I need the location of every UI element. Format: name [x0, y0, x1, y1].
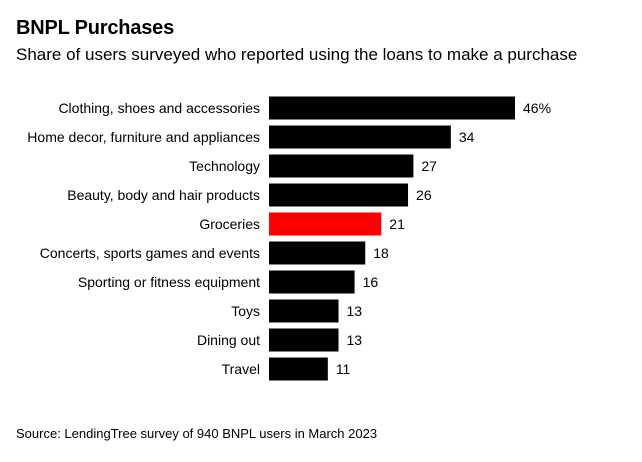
category-label-travel: Travel	[222, 361, 260, 377]
value-label-sporting-or-fitness-equipment: 16	[363, 274, 379, 290]
bar-clothing-shoes-and-accessories	[269, 96, 515, 120]
chart-subtitle: Share of users surveyed who reported usi…	[16, 45, 578, 64]
bar-groceries	[269, 212, 382, 236]
category-label-concerts-sports-games-and-events: Concerts, sports games and events	[40, 245, 260, 261]
bar-concerts-sports-games-and-events	[269, 241, 366, 265]
category-label-groceries: Groceries	[199, 216, 260, 232]
value-label-technology: 27	[421, 158, 437, 174]
value-label-toys: 13	[347, 303, 363, 319]
bar-beauty-body-and-hair-products	[269, 183, 409, 207]
category-label-clothing-shoes-and-accessories: Clothing, shoes and accessories	[58, 100, 260, 116]
category-label-toys: Toys	[231, 303, 260, 319]
bar-technology	[269, 154, 414, 178]
bar-chart: Clothing, shoes and accessories 46% Home d…	[27, 96, 551, 381]
value-label-travel: 11	[336, 361, 351, 377]
category-label-home-decor-furniture-and-appliances: Home decor, furniture and appliances	[27, 129, 260, 145]
value-label-beauty-body-and-hair-products: 26	[416, 187, 432, 203]
value-label-clothing-shoes-and-accessories: 46%	[523, 100, 551, 116]
category-label-sporting-or-fitness-equipment: Sporting or fitness equipment	[78, 274, 260, 290]
bar-dining-out	[269, 328, 339, 352]
category-label-dining-out: Dining out	[197, 332, 260, 348]
chart-title: BNPL Purchases	[16, 17, 175, 39]
category-label-beauty-body-and-hair-products: Beauty, body and hair products	[67, 187, 260, 203]
value-label-dining-out: 13	[347, 332, 363, 348]
value-label-concerts-sports-games-and-events: 18	[373, 245, 389, 261]
value-label-groceries: 21	[389, 216, 405, 232]
bar-sporting-or-fitness-equipment	[269, 270, 355, 294]
value-label-home-decor-furniture-and-appliances: 34	[459, 129, 475, 145]
bar-toys	[269, 299, 339, 323]
bar-travel	[269, 357, 328, 381]
category-label-technology: Technology	[189, 158, 260, 174]
bar-home-decor-furniture-and-appliances	[269, 125, 451, 149]
source-note: Source: LendingTree survey of 940 BNPL u…	[16, 426, 378, 441]
